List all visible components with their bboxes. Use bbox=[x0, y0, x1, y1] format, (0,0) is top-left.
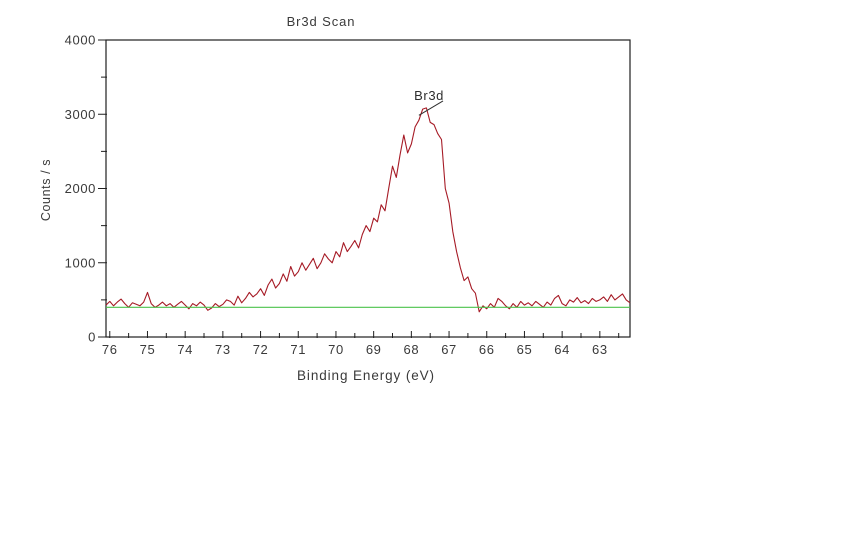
x-tick-label: 64 bbox=[554, 342, 570, 357]
y-tick-label: 2000 bbox=[65, 181, 96, 196]
x-tick-label: 69 bbox=[366, 342, 382, 357]
y-tick-label: 0 bbox=[88, 330, 96, 345]
x-tick-label: 68 bbox=[404, 342, 420, 357]
chart-title: Br3d Scan bbox=[287, 14, 356, 29]
x-tick-label: 76 bbox=[102, 342, 118, 357]
peak-annotation-label: Br3d bbox=[414, 88, 444, 103]
x-tick-label: 66 bbox=[479, 342, 495, 357]
br3d-spectrum-line bbox=[105, 107, 631, 313]
x-tick-label: 67 bbox=[441, 342, 457, 357]
y-tick-label: 3000 bbox=[65, 107, 96, 122]
y-tick-label: 1000 bbox=[65, 255, 96, 270]
x-tick-label: 72 bbox=[253, 342, 269, 357]
x-tick-label: 73 bbox=[215, 342, 231, 357]
x-tick-label: 65 bbox=[517, 342, 533, 357]
x-axis-title: Binding Energy (eV) bbox=[297, 368, 435, 383]
peak-annotation-line bbox=[418, 100, 444, 116]
x-tick-label: 63 bbox=[592, 342, 608, 357]
x-tick-label: 70 bbox=[328, 342, 344, 357]
y-tick-label: 4000 bbox=[65, 33, 96, 48]
x-tick-label: 75 bbox=[140, 342, 156, 357]
y-axis-title: Counts / s bbox=[39, 159, 53, 221]
plot-border bbox=[105, 39, 631, 338]
plot-generated-layer: 76 75 74 73 72 71 70 69 68 67 66 65 64 63 0 1000 2000 300… bbox=[65, 33, 631, 357]
x-tick-label: 74 bbox=[177, 342, 193, 357]
x-tick-label: 71 bbox=[290, 342, 306, 357]
